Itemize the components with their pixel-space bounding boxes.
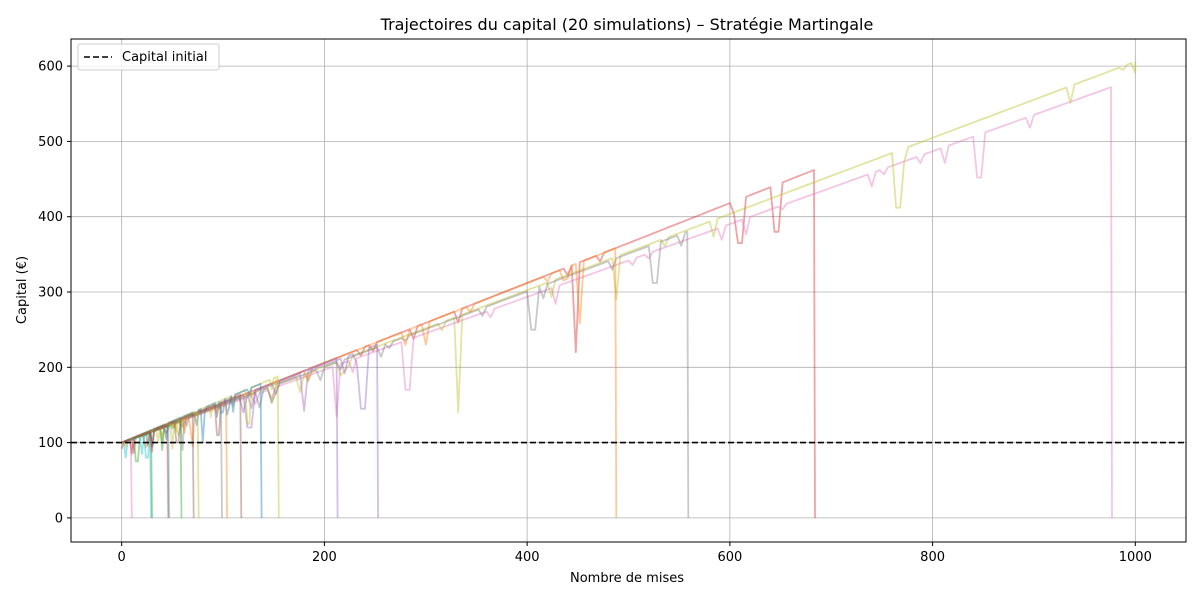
y-tick-label: 200 [38,361,63,376]
series-line-8 [121,375,280,518]
series-line-10 [121,393,243,518]
legend: Capital initial [77,43,220,71]
x-tick-label: 800 [920,550,945,565]
series-line-14 [121,425,171,518]
series-layer [120,61,1137,518]
y-tick-label: 300 [38,286,63,301]
x-axis-label: Nombre de mises [570,571,684,586]
series-line-2 [121,86,1113,518]
x-tick-label: 200 [312,550,337,565]
series-line-18 [121,411,200,518]
series-line-15 [121,432,153,518]
y-tick-label: 600 [38,60,63,75]
legend-box [77,43,220,71]
series-line-5 [121,247,618,518]
series-line-16 [121,438,133,518]
y-tick-label: 400 [38,210,63,225]
y-tick-label: 500 [38,135,63,150]
y-axis: 0 100 200 300 400 500 600 [38,60,71,526]
legend-label-capital-initial: Capital initial [122,50,207,65]
grid [71,39,1186,542]
x-tick-label: 600 [717,550,742,565]
series-line-1 [121,169,816,518]
x-axis: 0 200 400 600 800 1000 [118,542,1152,565]
x-tick-label: 0 [118,550,126,565]
chart-title: Trajectoires du capital (20 simulations)… [380,15,874,34]
y-tick-label: 100 [38,436,63,451]
series-line-7 [121,357,339,518]
series-line-20 [121,413,195,518]
x-tick-label: 400 [515,550,540,565]
series-line-9 [121,383,263,518]
series-line-17 [121,432,152,518]
series-line-6 [121,343,379,518]
series-line-4 [121,230,690,518]
plot-frame [70,38,1187,543]
y-tick-label: 0 [55,511,63,526]
series-line-19 [120,425,170,518]
y-axis-label: Capital (€) [15,256,30,324]
series-line-13 [121,420,183,518]
series-line-11 [121,402,228,518]
series-line-12 [121,404,223,518]
x-tick-label: 1000 [1119,550,1152,565]
series-line-3 [121,61,1137,444]
